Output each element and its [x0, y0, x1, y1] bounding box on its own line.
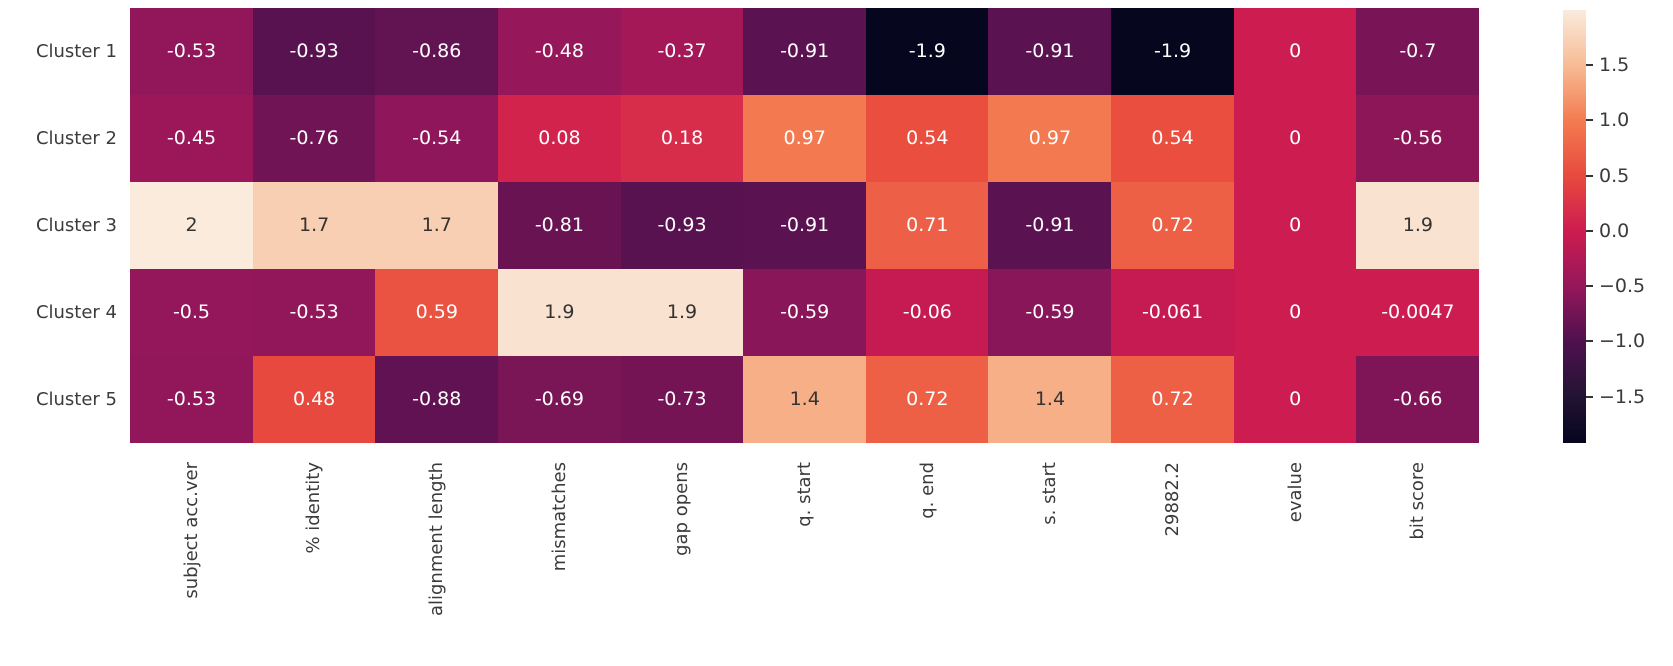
colorbar-tick-label: 1.5	[1599, 54, 1630, 77]
heatmap-cell: -0.66	[1356, 356, 1480, 443]
heatmap-cell: 1.7	[375, 182, 499, 269]
row-label: Cluster 1	[35, 40, 117, 62]
heatmap-cell: 0	[1233, 95, 1357, 182]
heatmap-cell: 0.71	[865, 182, 989, 269]
heatmap-cell: 1.9	[1356, 182, 1480, 269]
heatmap-cell: -0.54	[375, 95, 499, 182]
colorbar-tick-mark	[1586, 174, 1593, 177]
row-label: Cluster 3	[35, 214, 117, 236]
heatmap-cell: -0.53	[130, 356, 253, 443]
heatmap-cell: 0.72	[1111, 356, 1235, 443]
colorbar-tick-label: −0.5	[1599, 275, 1646, 298]
column-label: alignment length	[426, 462, 448, 617]
colorbar-tick-mark	[1586, 395, 1593, 398]
heatmap-cell: 0	[1233, 269, 1357, 356]
heatmap-cell: -1.9	[865, 8, 989, 95]
heatmap-cell: -0.93	[620, 182, 744, 269]
heatmap-cell: -0.73	[620, 356, 744, 443]
heatmap-cell: -0.48	[497, 8, 621, 95]
heatmap-cell: -0.91	[743, 182, 867, 269]
heatmap-cell: 0.97	[743, 95, 867, 182]
column-label: 29882.2	[1161, 462, 1183, 537]
heatmap-cell: 0.08	[497, 95, 621, 182]
heatmap-cell: 1.9	[620, 269, 744, 356]
heatmap-cell: -0.59	[743, 269, 867, 356]
heatmap-cell: -0.06	[865, 269, 989, 356]
heatmap-cell: 2	[130, 182, 253, 269]
heatmap-cell: 0.18	[620, 95, 744, 182]
heatmap-cell: -0.7	[1356, 8, 1480, 95]
colorbar-tick-mark	[1586, 340, 1593, 343]
heatmap-cell: 0.72	[1111, 182, 1235, 269]
heatmap-cell: 1.9	[497, 269, 621, 356]
column-label: bit score	[1407, 462, 1429, 540]
heatmap-cell: 1.7	[252, 182, 376, 269]
heatmap-cell: -0.81	[497, 182, 621, 269]
heatmap-cell: -0.69	[497, 356, 621, 443]
heatmap-cell: -0.53	[252, 269, 376, 356]
heatmap-cell: -0.59	[988, 269, 1112, 356]
heatmap-cell: -0.53	[130, 8, 253, 95]
heatmap-cell: 0.97	[988, 95, 1112, 182]
heatmap-cell: 0.54	[865, 95, 989, 182]
column-label: s. start	[1039, 462, 1061, 525]
heatmap-cell: -1.9	[1111, 8, 1235, 95]
column-label: mismatches	[548, 462, 570, 572]
colorbar-tick-label: −1.0	[1599, 330, 1646, 353]
heatmap-cell: -0.93	[252, 8, 376, 95]
row-label: Cluster 2	[35, 127, 117, 149]
colorbar-tick-label: 0.0	[1599, 219, 1630, 242]
column-label: subject acc.ver	[180, 462, 202, 599]
heatmap-cell: 1.4	[988, 356, 1112, 443]
heatmap-cell: 0	[1233, 356, 1357, 443]
heatmap-cell: -0.061	[1111, 269, 1235, 356]
heatmap-cell: -0.0047	[1356, 269, 1480, 356]
heatmap-cell: 0	[1233, 182, 1357, 269]
colorbar-tick-mark	[1586, 64, 1593, 67]
colorbar-tick-mark	[1586, 119, 1593, 122]
colorbar-tick-label: 1.0	[1599, 109, 1630, 132]
colorbar-tick-mark	[1586, 285, 1593, 288]
row-label: Cluster 5	[35, 388, 117, 410]
heatmap-cell: -0.76	[252, 95, 376, 182]
colorbar-tick-mark	[1586, 229, 1593, 232]
heatmap-cell: -0.37	[620, 8, 744, 95]
heatmap-cell: 0.48	[252, 356, 376, 443]
heatmap-cell: -0.56	[1356, 95, 1480, 182]
heatmap-cell: 0.59	[375, 269, 499, 356]
column-label: gap opens	[671, 462, 693, 556]
heatmap-cell: 0.54	[1111, 95, 1235, 182]
row-label: Cluster 4	[35, 301, 117, 323]
colorbar-tick-label: 0.5	[1599, 164, 1630, 187]
heatmap-cell: -0.91	[988, 8, 1112, 95]
heatmap-cell: 1.4	[743, 356, 867, 443]
heatmap-cell: -0.86	[375, 8, 499, 95]
column-label: q. end	[916, 462, 938, 519]
heatmap-cell: -0.5	[130, 269, 253, 356]
column-label: % identity	[303, 462, 325, 554]
column-label: q. start	[794, 462, 815, 527]
column-label: evalue	[1284, 462, 1306, 523]
heatmap-cell: 0.72	[865, 356, 989, 443]
colorbar-gradient	[1563, 10, 1586, 443]
heatmap-cell: -0.45	[130, 95, 253, 182]
colorbar-tick-label: −1.5	[1599, 385, 1646, 408]
heatmap-cell: -0.91	[743, 8, 867, 95]
heatmap-cell: -0.91	[988, 182, 1112, 269]
heatmap-cell: 0	[1233, 8, 1357, 95]
heatmap-cell: -0.88	[375, 356, 499, 443]
